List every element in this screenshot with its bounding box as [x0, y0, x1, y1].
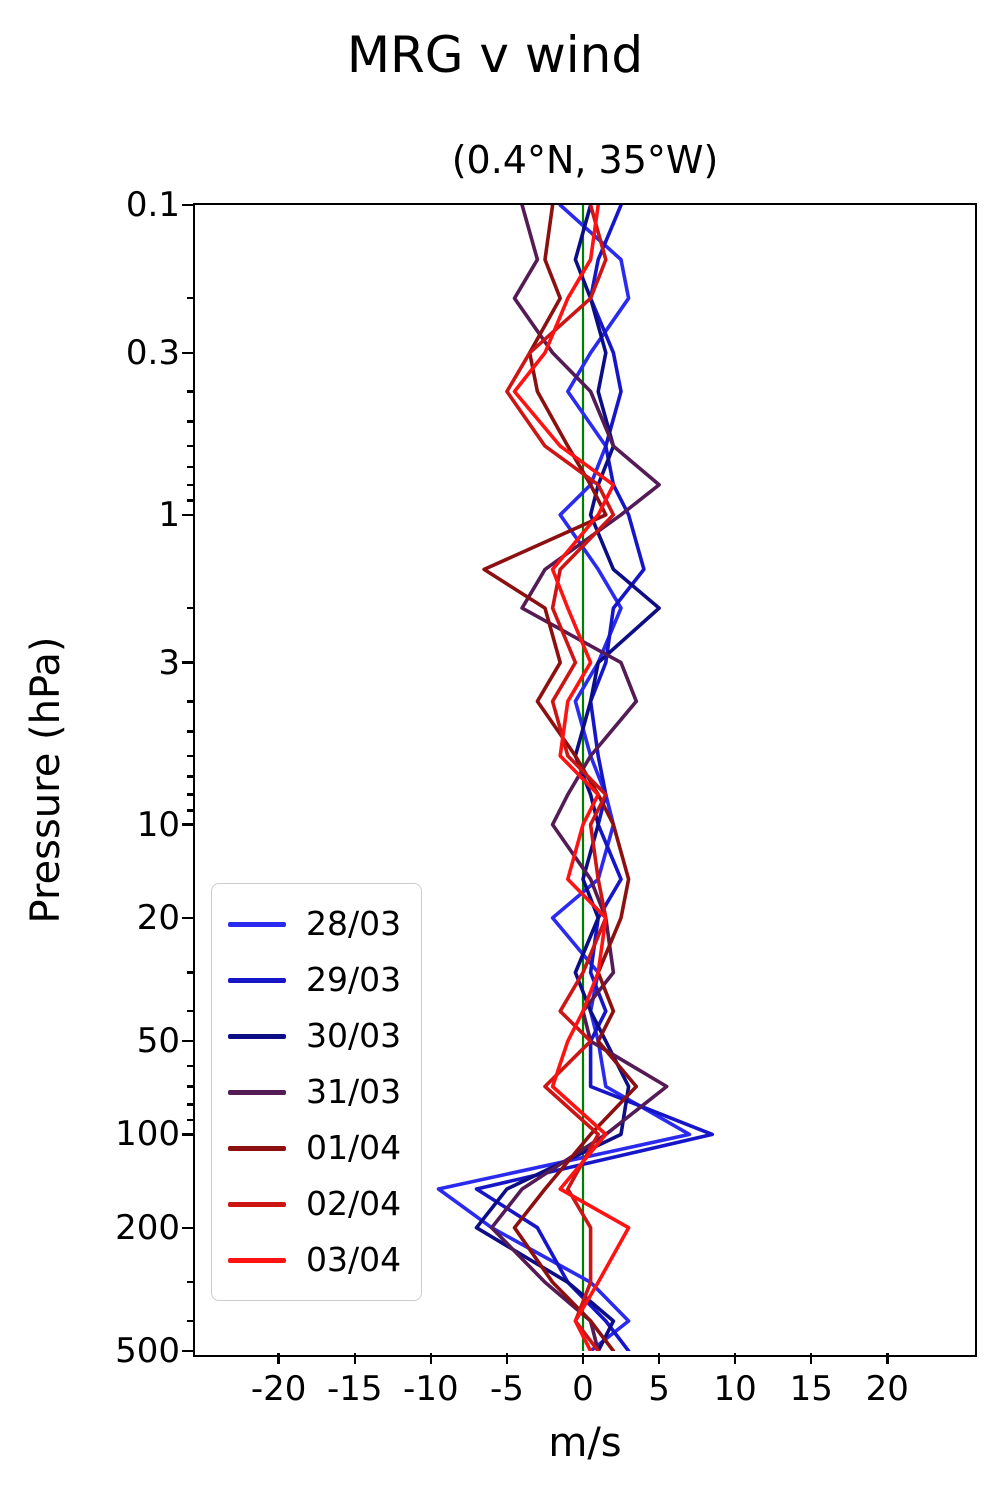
legend: 28/03 29/03 30/03 31/03 01/04 02/04 03/04 [211, 883, 423, 1301]
x-tick-mark [505, 1353, 509, 1364]
x-tick-label: 15 [789, 1369, 833, 1409]
legend-entry: 01/04 [228, 1120, 401, 1176]
legend-line-sample [228, 977, 286, 983]
y-tick-label: 100 [115, 1114, 180, 1155]
y-tick-mark [182, 1349, 193, 1353]
y-tick-mark [182, 1039, 193, 1043]
y-tick-mark [187, 1103, 193, 1106]
y-tick-mark [187, 971, 193, 974]
series-line-03/04 [512, 205, 631, 1351]
y-tick-label: 10 [136, 804, 180, 845]
y-tick-mark [187, 730, 193, 733]
legend-label: 28/03 [306, 904, 402, 943]
x-tick-label: 10 [713, 1369, 757, 1409]
series-line-02/04 [505, 205, 616, 1351]
y-tick-mark [182, 661, 193, 664]
x-tick-mark [810, 1353, 813, 1364]
legend-label: 02/04 [306, 1184, 402, 1223]
y-tick-mark [187, 444, 193, 448]
legend-label: 31/03 [306, 1072, 402, 1111]
y-tick-mark [187, 809, 193, 812]
x-tick-label: 5 [648, 1369, 670, 1409]
y-tick-label: 20 [136, 897, 180, 938]
legend-label: 03/04 [306, 1240, 402, 1279]
legend-label: 30/03 [306, 1016, 402, 1055]
y-tick-label: 500 [115, 1331, 180, 1371]
y-tick-mark [187, 754, 193, 758]
y-tick-mark [187, 499, 193, 502]
y-tick-mark [187, 775, 193, 778]
legend-entry: 30/03 [228, 1008, 401, 1064]
y-tick-mark [187, 297, 193, 300]
plot-lines-canvas [436, 205, 715, 1351]
y-tick-mark [187, 465, 193, 468]
y-tick-mark [187, 1009, 193, 1013]
legend-entry: 31/03 [228, 1064, 401, 1120]
x-tick-mark [581, 1353, 585, 1364]
y-tick-mark [182, 513, 193, 516]
x-tick-label: -15 [326, 1369, 383, 1409]
x-tick-label: -10 [403, 1369, 459, 1409]
y-tick-mark [187, 420, 193, 423]
y-tick-mark [187, 700, 193, 703]
legend-entry: 02/04 [228, 1176, 401, 1232]
y-tick-mark [182, 823, 193, 826]
legend-entry: 03/04 [228, 1232, 401, 1288]
y-tick-mark [187, 1281, 193, 1284]
y-tick-mark [187, 606, 193, 610]
y-tick-mark [182, 1133, 193, 1136]
x-tick-mark [353, 1353, 356, 1364]
y-tick-mark [182, 916, 193, 920]
y-tick-mark [187, 1119, 193, 1122]
series-line-30/03 [474, 205, 661, 1351]
legend-label: 29/03 [306, 960, 402, 999]
x-tick-label: -5 [489, 1369, 524, 1409]
x-tick-mark [657, 1353, 661, 1364]
x-tick-label: 0 [572, 1369, 594, 1409]
chart-title: MRG v wind [346, 26, 644, 84]
series-line-01/04 [482, 205, 639, 1351]
legend-line-sample [228, 1257, 286, 1263]
y-tick-mark [187, 1064, 193, 1067]
series-line-29/03 [474, 205, 715, 1351]
y-tick-mark [182, 351, 193, 354]
series-line-28/03 [436, 205, 692, 1351]
x-tick-mark [886, 1353, 889, 1364]
legend-line-sample [228, 1033, 286, 1039]
y-tick-mark [187, 1085, 193, 1088]
y-tick-label: 1 [158, 494, 180, 535]
series-line-31/03 [489, 205, 669, 1351]
y-tick-mark [182, 203, 193, 207]
y-tick-mark [187, 390, 193, 393]
legend-entry: 29/03 [228, 952, 401, 1008]
chart-subtitle: (0.4°N, 35°W) [451, 138, 719, 182]
plot-area: 28/03 29/03 30/03 31/03 01/04 02/04 03/04 [193, 203, 977, 1357]
y-tick-mark [187, 1319, 193, 1323]
y-tick-mark [187, 793, 193, 796]
x-tick-label: 20 [865, 1369, 909, 1409]
y-tick-label: 200 [115, 1207, 180, 1248]
y-tick-mark [182, 1226, 193, 1229]
y-tick-label: 0.3 [125, 332, 180, 373]
legend-line-sample [228, 921, 286, 927]
x-tick-label: -20 [250, 1369, 307, 1409]
y-tick-label: 0.1 [125, 185, 180, 225]
x-axis-label: m/s [548, 1420, 622, 1466]
legend-line-sample [228, 1145, 286, 1151]
x-tick-mark [429, 1353, 433, 1364]
legend-line-sample [228, 1089, 286, 1095]
legend-label: 01/04 [306, 1128, 402, 1167]
x-tick-mark [733, 1353, 737, 1364]
y-tick-mark [187, 483, 193, 486]
y-tick-label: 3 [158, 642, 180, 683]
legend-line-sample [228, 1201, 286, 1207]
y-tick-label: 50 [136, 1021, 180, 1062]
legend-entry: 28/03 [228, 896, 401, 952]
x-tick-mark [277, 1353, 280, 1364]
